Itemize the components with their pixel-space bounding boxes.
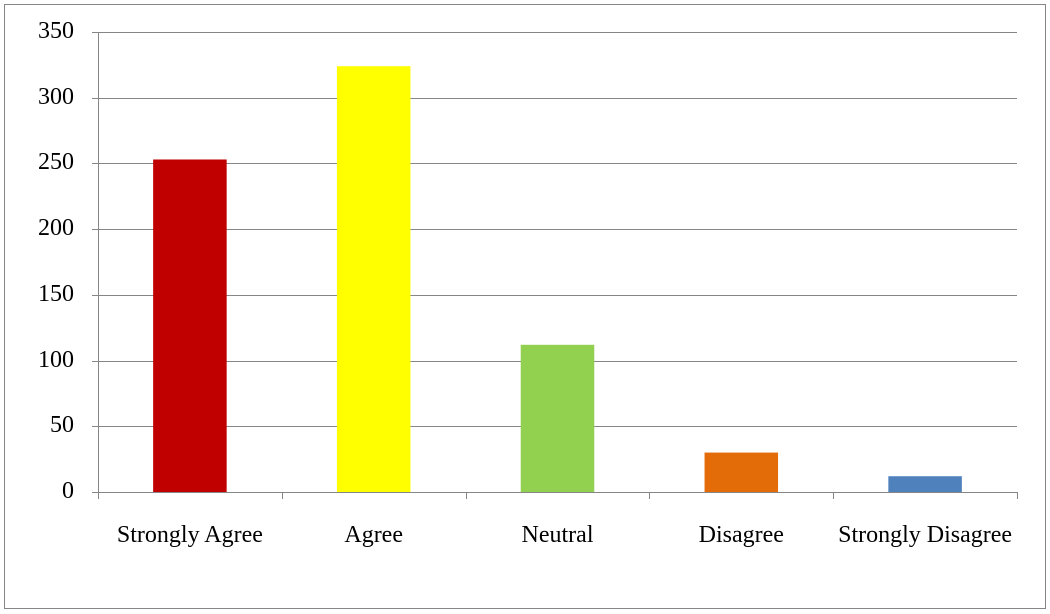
y-tick-label: 100 [38, 347, 74, 373]
y-tick-label: 300 [38, 84, 74, 110]
x-tick-label: Disagree [698, 522, 784, 548]
y-tick-label: 200 [38, 215, 74, 241]
bar [888, 476, 962, 492]
y-tick-label: 250 [38, 149, 74, 175]
x-tick-label: Strongly Disagree [838, 522, 1013, 548]
bar [153, 159, 227, 492]
y-tick-label: 150 [38, 281, 74, 307]
bar [336, 66, 411, 493]
x-tick-label: Strongly Agree [116, 522, 263, 548]
x-tick-label: Agree [344, 522, 403, 548]
y-tick-label: 0 [62, 478, 74, 504]
bar [520, 344, 595, 492]
x-tick-label: Neutral [521, 522, 594, 548]
y-tick-label: 50 [50, 412, 74, 438]
bar [704, 452, 779, 492]
y-tick-label: 350 [38, 18, 74, 44]
